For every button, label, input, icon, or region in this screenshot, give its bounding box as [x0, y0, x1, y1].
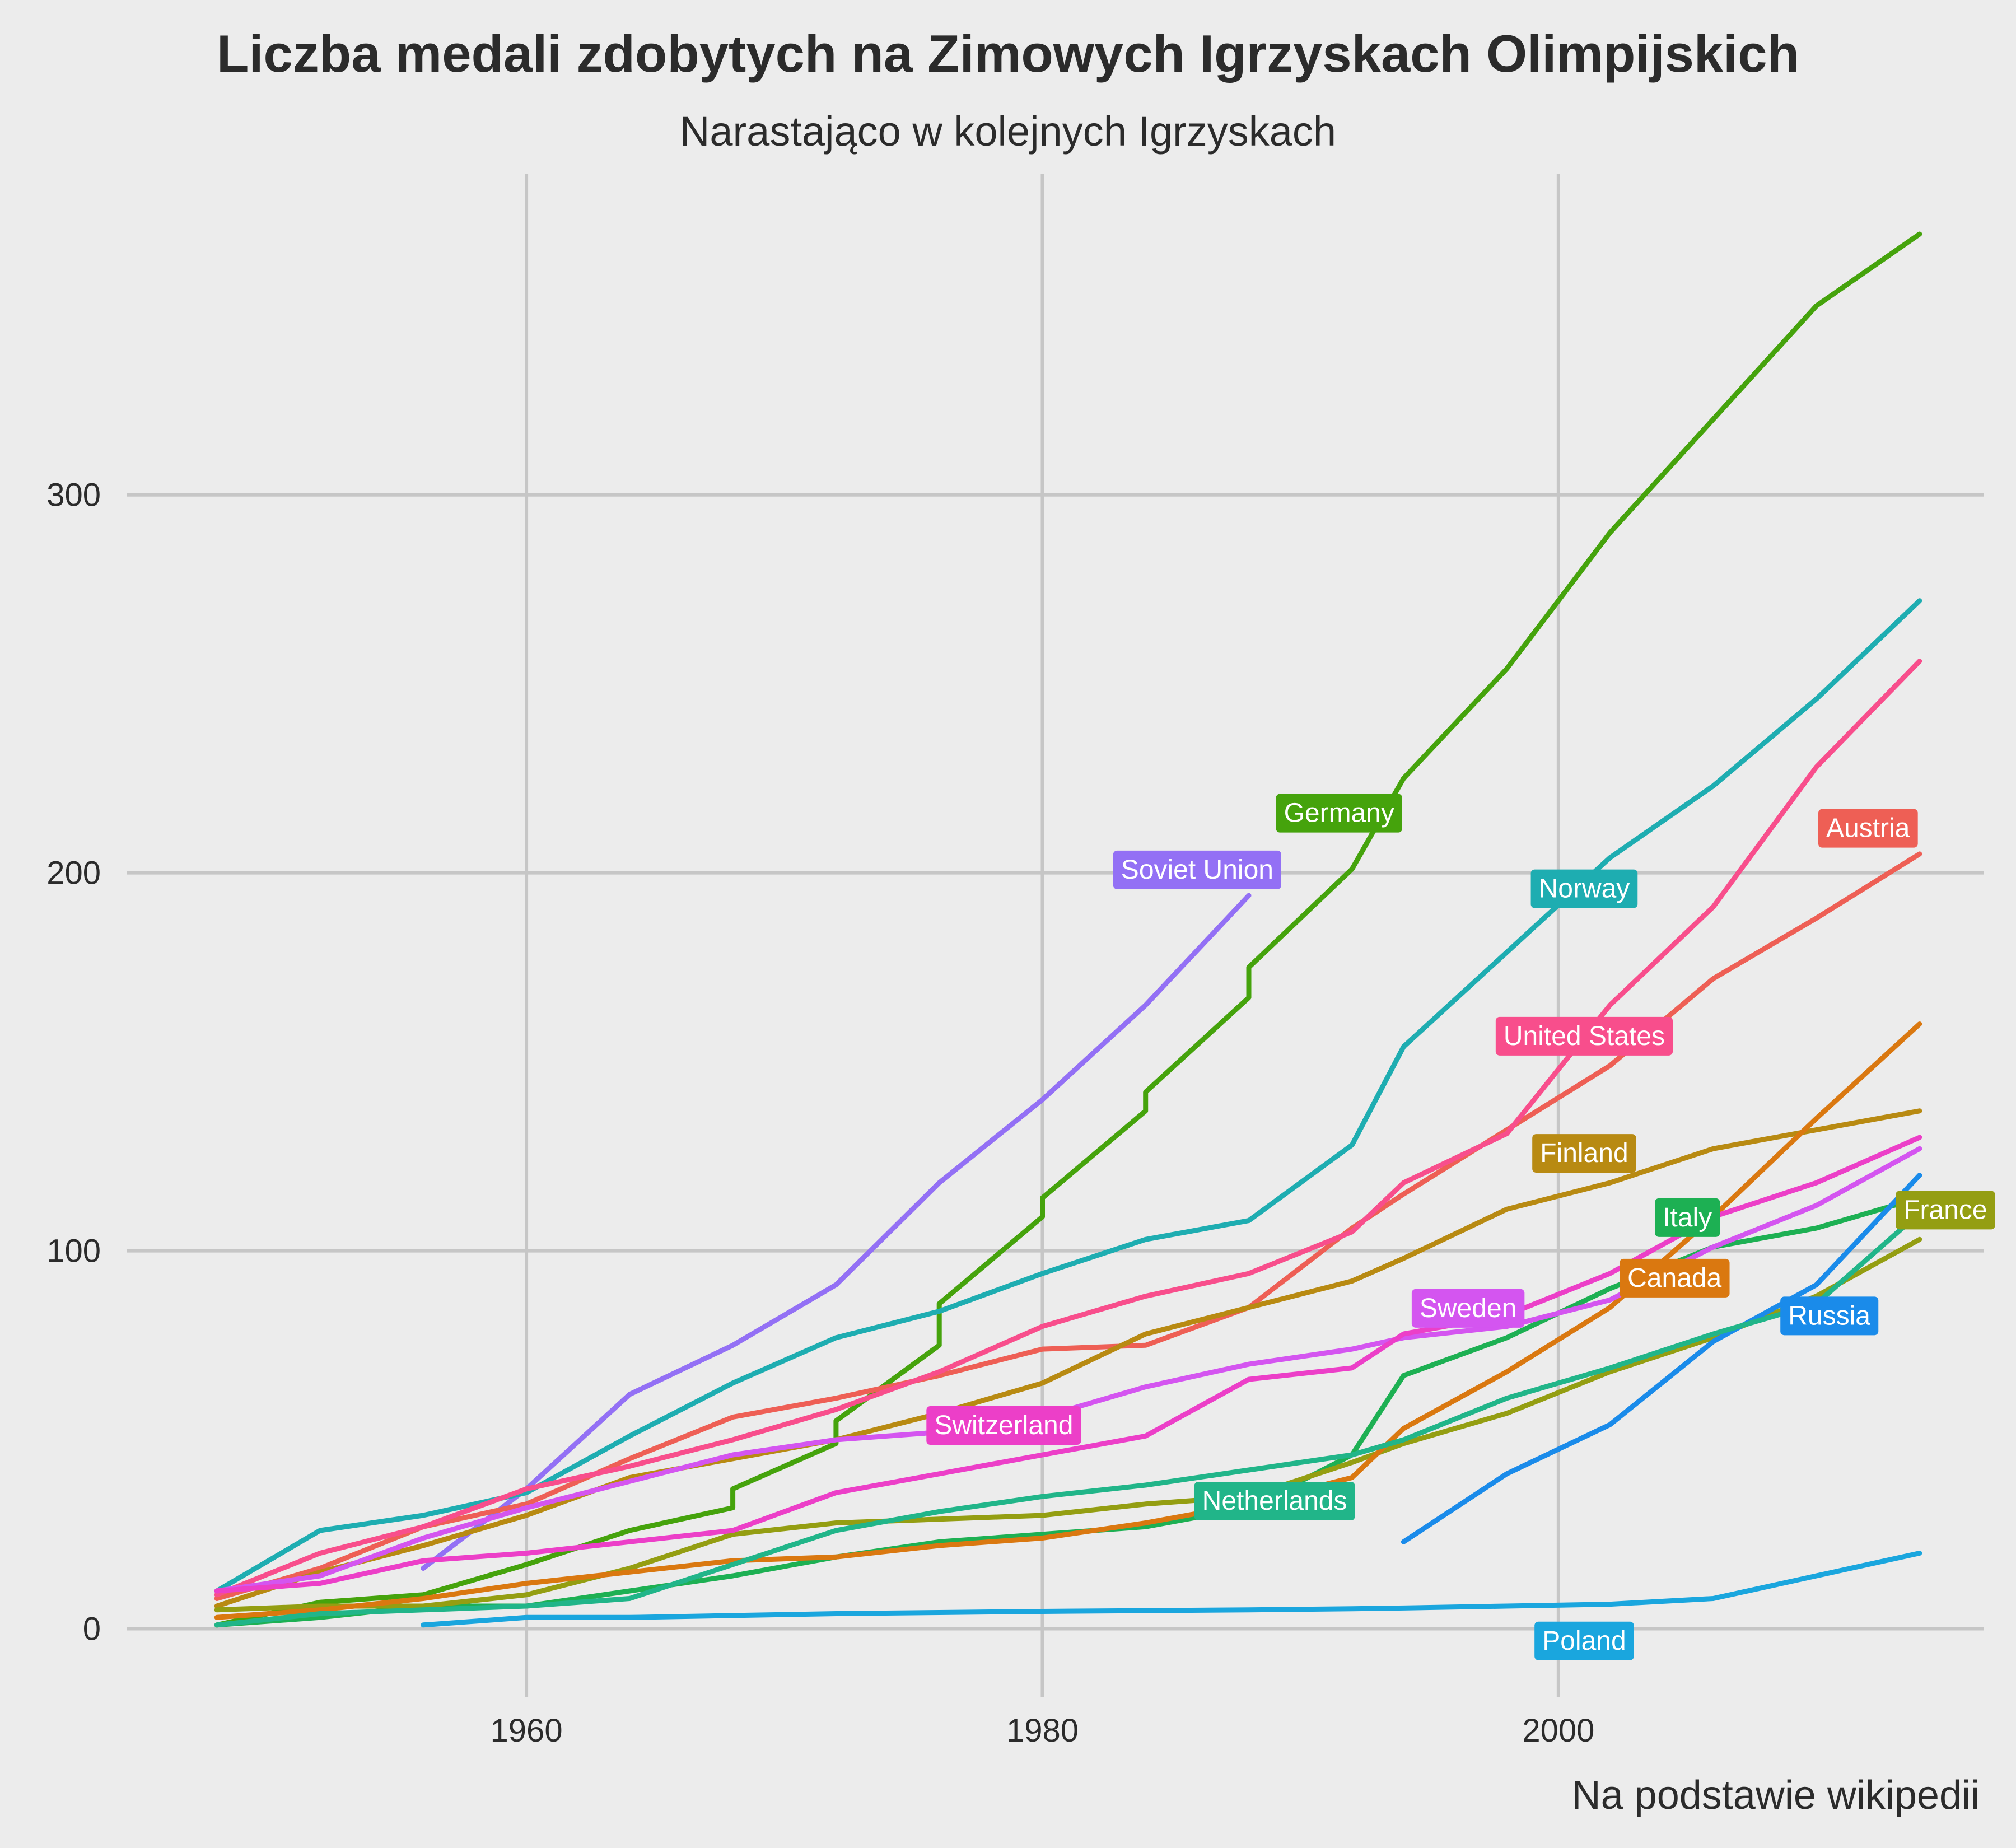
series-label-canada: Canada [1620, 1258, 1730, 1298]
series-label-box [1276, 794, 1402, 833]
series-line-united-states [214, 659, 1922, 1598]
series-label-box [1620, 1258, 1730, 1298]
series-label-text: Norway [1539, 874, 1630, 904]
series-label-box [1113, 850, 1281, 889]
series-line-germany [214, 231, 1922, 1628]
y-tick-label: 300 [46, 477, 101, 514]
series-label-austria: Austria [1818, 809, 1918, 848]
x-tick-label: 1980 [1006, 1712, 1079, 1749]
series-label-text: United States [1504, 1021, 1665, 1051]
series-label-box [1411, 1289, 1525, 1328]
series-label-france: France [1896, 1191, 1995, 1230]
series-label-box [1818, 809, 1918, 848]
y-tick-label: 0 [83, 1611, 101, 1648]
series-label-box [1655, 1198, 1720, 1237]
series-label-germany: Germany [1276, 794, 1402, 833]
series-line-netherlands [214, 1210, 1922, 1628]
chart-subtitle: Narastająco w kolejnych Igrzyskach [680, 108, 1336, 155]
series-labels: Germany Soviet Union Norway Austria United S… [926, 794, 1995, 1660]
series-label-text: Netherlands [1202, 1486, 1347, 1516]
series-line-finland [214, 1108, 1922, 1609]
y-axis-ticks: 0 100 200 300 [46, 477, 101, 1648]
series-label-russia: Russia [1780, 1296, 1879, 1336]
series-label-poland: Poland [1534, 1621, 1634, 1660]
series-label-box [926, 1406, 1081, 1445]
y-tick-label: 200 [46, 855, 101, 892]
chart-title: Liczba medali zdobytych na Zimowych Igrz… [217, 24, 1799, 83]
series-label-soviet-union: Soviet Union [1113, 850, 1281, 889]
series-label-text: Switzerland [934, 1411, 1073, 1440]
x-tick-label: 2000 [1522, 1712, 1594, 1749]
series-label-text: Soviet Union [1121, 855, 1273, 885]
series-label-text: Sweden [1420, 1294, 1516, 1323]
series-label-box [1495, 1016, 1673, 1056]
series-label-text: Germany [1284, 799, 1394, 828]
series-line-soviet-union [421, 893, 1252, 1571]
series-label-box [1530, 869, 1638, 908]
series-line-russia [1401, 1173, 1922, 1544]
x-tick-label: 1960 [491, 1712, 563, 1749]
series-label-text: Austria [1826, 814, 1910, 843]
series-line-poland [421, 1551, 1922, 1628]
series-label-text: Russia [1788, 1301, 1870, 1331]
series-label-switzerland: Switzerland [926, 1406, 1081, 1445]
series-label-text: Canada [1627, 1263, 1721, 1293]
series-label-united-states: United States [1495, 1016, 1673, 1056]
y-tick-label: 100 [46, 1233, 101, 1270]
y-gridlines [127, 493, 1984, 1631]
series-label-sweden: Sweden [1411, 1289, 1525, 1328]
series-label-italy: Italy [1655, 1198, 1720, 1237]
series-label-text: Italy [1663, 1203, 1712, 1233]
series-label-text: Finland [1540, 1138, 1628, 1168]
series-label-netherlands: Netherlands [1194, 1482, 1355, 1521]
series-label-text: Poland [1542, 1626, 1626, 1656]
series-label-finland: Finland [1532, 1134, 1636, 1173]
series-label-box [1896, 1191, 1995, 1230]
series-label-box [1532, 1134, 1636, 1173]
chart-caption: Na podstawie wikipedii [1572, 1773, 1980, 1818]
series-label-box [1194, 1482, 1355, 1521]
series-label-text: France [1903, 1195, 1987, 1225]
x-axis-ticks: 1960 1980 2000 [491, 1712, 1595, 1749]
series-label-norway: Norway [1530, 869, 1638, 908]
series-label-box [1534, 1621, 1634, 1660]
series-line-france [214, 1236, 1922, 1613]
series-label-box [1780, 1296, 1879, 1336]
